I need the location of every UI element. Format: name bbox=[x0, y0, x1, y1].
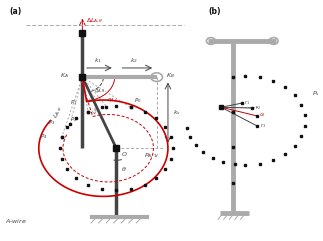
Text: $P_4$: $P_4$ bbox=[39, 132, 47, 141]
Text: $q_{A,0}$: $q_{A,0}$ bbox=[94, 87, 105, 95]
Text: (a): (a) bbox=[10, 7, 22, 16]
Text: $P_1$: $P_1$ bbox=[70, 98, 78, 107]
Text: $P_{A,1f}$: $P_{A,1f}$ bbox=[144, 151, 160, 160]
Text: $P_s$: $P_s$ bbox=[312, 89, 320, 98]
Text: $k_2$: $k_2$ bbox=[130, 56, 138, 65]
Text: $k_1$: $k_1$ bbox=[94, 56, 101, 65]
Text: $O$: $O$ bbox=[121, 150, 128, 158]
Text: $q_{A,s}$: $q_{A,s}$ bbox=[107, 96, 118, 104]
Text: $P_2$: $P_2$ bbox=[70, 115, 78, 124]
Text: $P_3$: $P_3$ bbox=[48, 118, 56, 127]
Text: (b): (b) bbox=[208, 7, 221, 16]
Text: $r_2$: $r_2$ bbox=[255, 103, 260, 112]
Text: $k_s$: $k_s$ bbox=[173, 108, 181, 117]
Text: $\theta$: $\theta$ bbox=[121, 165, 127, 173]
Text: $A$-wire: $A$-wire bbox=[5, 216, 27, 225]
Text: $c_\theta$: $c_\theta$ bbox=[259, 111, 266, 119]
Text: $r_1$: $r_1$ bbox=[244, 98, 250, 107]
Text: $r_3$: $r_3$ bbox=[260, 121, 266, 130]
Text: $P_0$: $P_0$ bbox=[134, 96, 142, 105]
Text: $\Delta L_{A,\theta}$: $\Delta L_{A,\theta}$ bbox=[86, 16, 104, 25]
Text: $L_{P_j}$: $L_{P_j}$ bbox=[91, 105, 105, 117]
Text: $K_A$: $K_A$ bbox=[60, 71, 69, 80]
Text: $L_{P_i}$: $L_{P_i}$ bbox=[88, 92, 100, 103]
Text: $K_B$: $K_B$ bbox=[166, 71, 175, 80]
Text: $L_{A,\theta}$: $L_{A,\theta}$ bbox=[51, 104, 65, 120]
